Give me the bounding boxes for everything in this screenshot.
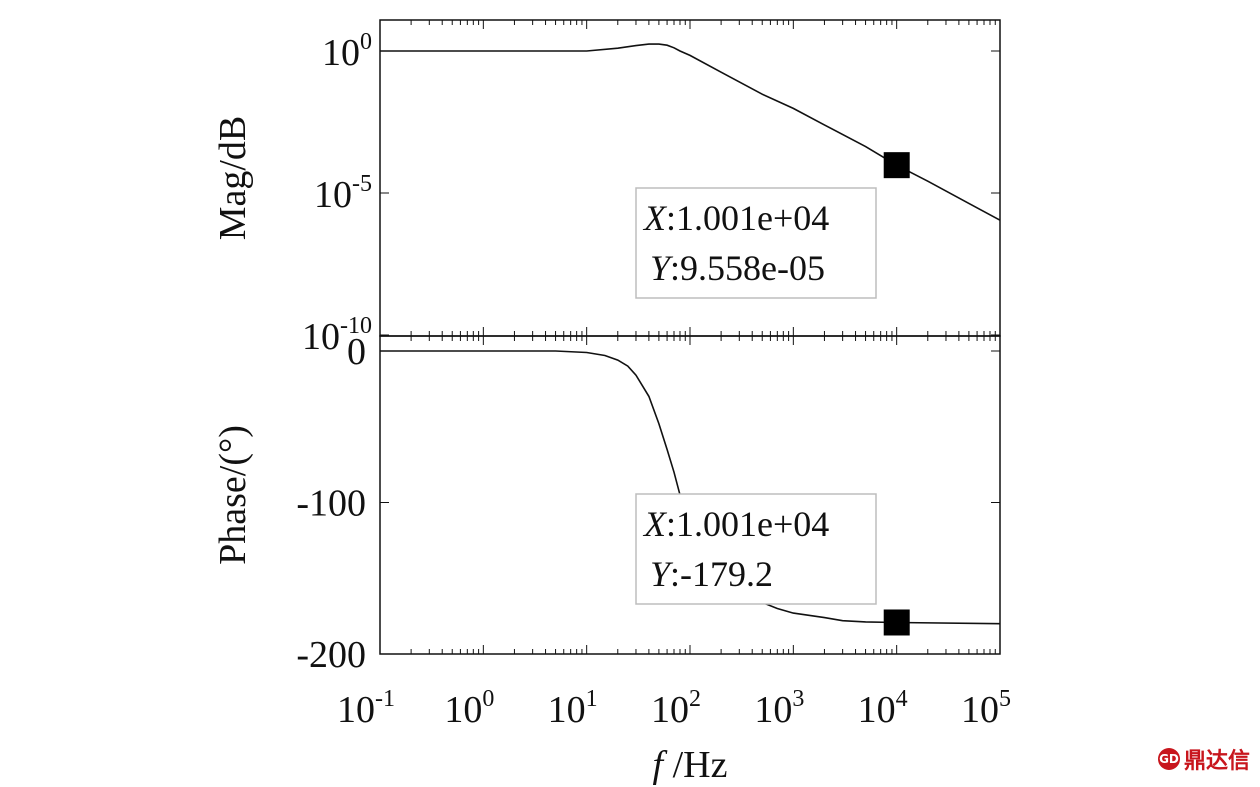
y-tick-label: 0 <box>347 331 366 373</box>
watermark-text: 鼎达信 <box>1183 749 1250 774</box>
magnitude-panel: 100 10-5 10-10 Mag/dB X:1.001e+04 Y:9.558e-05 <box>212 19 1001 358</box>
datatip-y: Y:9.558e-05 <box>650 248 825 288</box>
x-tick-label: 10-1 <box>337 686 395 731</box>
datatip-box <box>635 187 877 299</box>
watermark-mark-icon: GD <box>1157 748 1180 770</box>
datatip-x: X:1.001e+04 <box>642 198 829 238</box>
y-tick-label: -100 <box>296 483 366 525</box>
x-tick-label: 102 <box>651 686 701 731</box>
datatip-y: Y:-179.2 <box>650 554 773 594</box>
x-tick-label: 104 <box>858 686 908 731</box>
datatip-marker <box>883 609 910 636</box>
y-tick-label: -200 <box>296 634 366 676</box>
frequency-axis: 10-1 100 101 102 103 104 105 f /Hz <box>337 686 1011 786</box>
y-tick-label: 10-5 <box>314 171 372 216</box>
watermark-logo: GD 鼎达信 <box>1157 743 1250 775</box>
x-axis-title: f /Hz <box>653 744 728 786</box>
datatip-x: X:1.001e+04 <box>642 504 829 544</box>
datatip-marker <box>883 152 910 179</box>
y-tick-label: 100 <box>322 29 372 74</box>
y-tick-label: 10-10 <box>302 313 372 358</box>
x-tick-label: 100 <box>444 686 494 731</box>
y-axis-title: Mag/dB <box>212 116 254 241</box>
datatip-box <box>635 493 877 605</box>
y-axis-title: Phase/(°) <box>212 425 254 565</box>
phase-panel: 0 -100 -200 Phase/(°) X:1.001e+04 Y:-179.2 <box>212 331 1001 676</box>
x-tick-label: 101 <box>548 686 598 731</box>
x-tick-label: 103 <box>754 686 804 731</box>
x-tick-label: 105 <box>961 686 1011 731</box>
